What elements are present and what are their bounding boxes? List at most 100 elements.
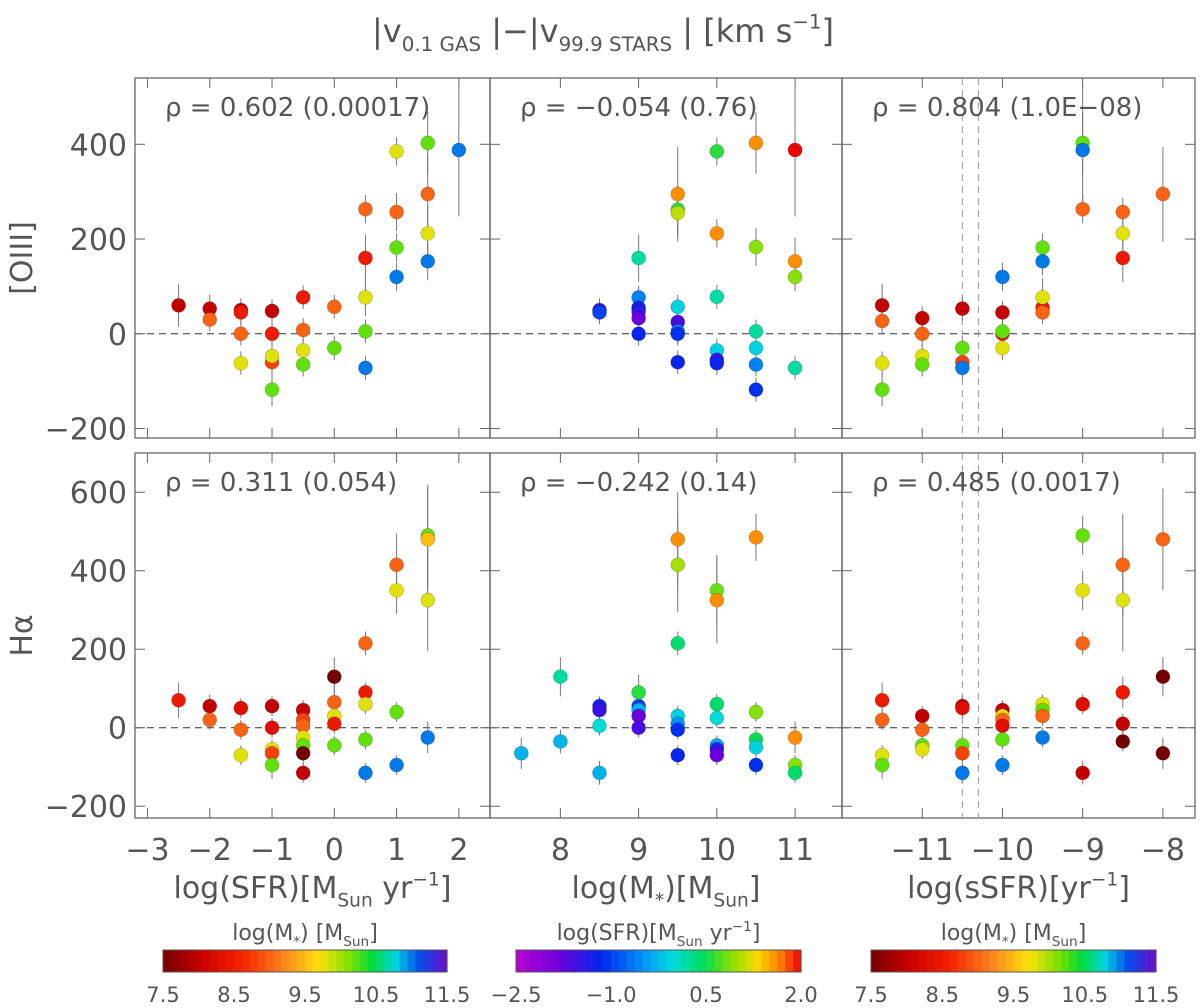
- x-tick-label: −8: [1141, 833, 1185, 868]
- y-tick-label: 400: [70, 555, 127, 590]
- data-point: [914, 722, 930, 737]
- colorbar-segment: [391, 950, 401, 972]
- x-axis-title-2-part: ]: [1118, 871, 1130, 906]
- colorbar-segment: [1021, 950, 1030, 972]
- panel-0-0: −200 0 200 400 ρ = 0.602 (0.00017): [45, 77, 491, 448]
- data-point: [295, 343, 311, 358]
- colorbar-segment: [666, 950, 675, 972]
- colorbar-segment: [186, 950, 196, 972]
- data-point: [358, 250, 373, 266]
- figure-title-part: ]: [822, 12, 834, 50]
- colorbar-segment: [902, 950, 912, 972]
- colorbar-segment: [674, 950, 683, 972]
- data-point: [1115, 685, 1131, 700]
- data-point: [233, 355, 249, 371]
- data-point: [358, 201, 373, 217]
- x-tick-label: 2: [449, 833, 468, 868]
- data-point: [1075, 696, 1090, 712]
- data-point: [955, 700, 970, 716]
- data-point: [326, 738, 342, 753]
- data-point: [1115, 226, 1131, 241]
- data-point: [295, 322, 311, 338]
- colorbar-segment: [1124, 950, 1133, 972]
- colorbar-segment: [226, 950, 235, 972]
- data-point: [389, 583, 404, 598]
- x-tick-label: 10: [698, 833, 736, 868]
- colorbar-segment: [958, 950, 967, 972]
- data-point: [202, 698, 218, 714]
- data-point: [389, 557, 404, 573]
- data-point: [592, 702, 607, 718]
- colorbar-segment: [328, 950, 338, 972]
- colorbar-segment: [737, 950, 747, 972]
- data-point: [631, 720, 646, 736]
- colorbar-segment: [973, 950, 983, 972]
- data-point: [1155, 745, 1171, 761]
- data-point: [748, 357, 764, 372]
- colorbar-segment: [439, 950, 448, 972]
- data-point: [592, 765, 607, 781]
- colorbar-title-part: ]: [1078, 921, 1087, 946]
- panel-frame: [841, 77, 1196, 439]
- x-axis-title-2-part: log(sSFR)[yr: [907, 871, 1091, 906]
- x-axis-title-2: log(sSFR)[yr−1]: [907, 869, 1130, 906]
- data-point: [670, 186, 686, 202]
- data-point: [358, 360, 373, 376]
- colorbar-segment: [1061, 950, 1070, 972]
- colorbar-tick-label: 10.5: [353, 983, 400, 1007]
- data-point: [1155, 669, 1171, 685]
- data-point: [1155, 186, 1171, 202]
- row-label-1: Hα: [5, 614, 40, 656]
- colorbar-segment: [1100, 950, 1110, 972]
- panel-1-0: −200 0 200 400 600 −3 −2 −1 0 1 2 ρ = 0.311 (0.054): [45, 452, 491, 868]
- data-point: [748, 340, 764, 356]
- colorbar-segment: [1029, 950, 1038, 972]
- data-point: [233, 747, 249, 763]
- colorbar-title-part: log(M: [232, 921, 293, 946]
- x-tick-label: −9: [1061, 833, 1105, 868]
- correlation-annotation: ρ = −0.242 (0.14): [520, 468, 757, 498]
- colorbar-segment: [603, 950, 612, 972]
- colorbar-tick-label: 10.5: [1061, 983, 1108, 1007]
- data-point: [874, 757, 890, 773]
- x-tick-label: 8: [551, 833, 570, 868]
- y-tick-label: 400: [70, 128, 127, 163]
- colorbar-segment: [1037, 950, 1046, 972]
- colorbar-segment: [163, 950, 172, 972]
- data-point: [709, 747, 725, 763]
- data-point: [670, 636, 686, 651]
- data-point: [914, 708, 930, 724]
- colorbar-title-part: log(M: [941, 921, 1002, 946]
- data-point: [1035, 290, 1050, 305]
- data-point: [709, 696, 725, 712]
- data-point: [787, 360, 803, 376]
- data-point: [1115, 716, 1131, 732]
- colorbar-segment: [210, 950, 219, 972]
- data-point: [748, 324, 764, 339]
- data-point: [264, 720, 280, 736]
- data-point: [358, 732, 373, 747]
- data-point: [631, 250, 646, 266]
- colorbar-segment: [997, 950, 1007, 972]
- data-point: [295, 765, 311, 781]
- data-point: [914, 742, 930, 757]
- colorbar-segment: [926, 950, 935, 972]
- data-point: [748, 135, 764, 151]
- x-axis-title-0-part: Sun: [337, 890, 372, 911]
- data-point: [995, 269, 1010, 285]
- colorbar-segment: [753, 950, 763, 972]
- y-tick-label: 600: [70, 476, 127, 511]
- colorbar-segment: [981, 950, 991, 972]
- data-point: [420, 730, 436, 745]
- data-point: [1035, 240, 1050, 255]
- data-point: [513, 745, 529, 761]
- y-tick-label: 200: [70, 223, 127, 258]
- data-point: [295, 357, 311, 372]
- colorbar-tick-label: 7.5: [854, 983, 887, 1007]
- colorbar-segment: [682, 950, 691, 972]
- colorbar-segment: [713, 950, 723, 972]
- data-point: [171, 692, 186, 708]
- figure-title-part: −1: [792, 11, 821, 34]
- data-point: [358, 290, 373, 305]
- colorbar-title-part: ) [M: [300, 921, 343, 946]
